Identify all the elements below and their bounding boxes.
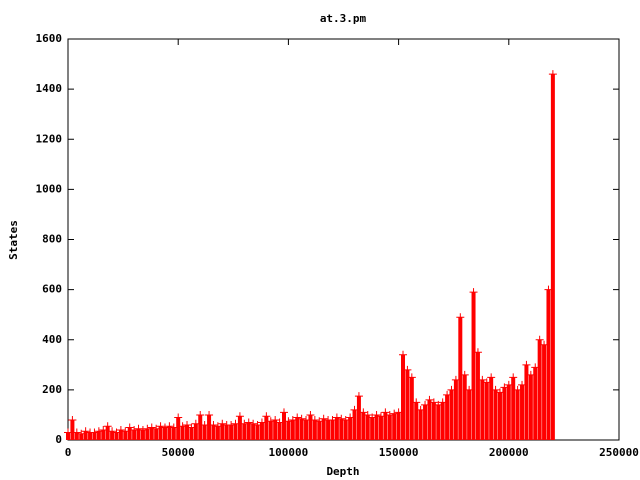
- point-marker: [165, 422, 174, 431]
- y-tick-label: 1000: [36, 182, 63, 195]
- point-marker: [429, 398, 438, 407]
- chart-title: at.3.pm: [320, 12, 367, 25]
- point-marker: [332, 413, 341, 422]
- point-marker: [372, 410, 381, 419]
- point-marker: [174, 413, 183, 422]
- y-tick-label: 0: [55, 433, 62, 446]
- point-marker: [487, 373, 496, 382]
- point-marker: [310, 415, 319, 424]
- point-marker: [359, 408, 368, 417]
- point-marker: [108, 427, 117, 436]
- point-marker: [381, 408, 390, 417]
- point-marker: [72, 428, 81, 437]
- point-marker: [244, 418, 253, 427]
- point-marker: [116, 425, 125, 434]
- point-marker: [183, 420, 192, 429]
- y-tick-label: 1600: [36, 32, 63, 45]
- point-marker: [218, 419, 227, 428]
- point-marker: [407, 373, 416, 382]
- point-marker: [196, 410, 205, 419]
- x-axis-label: Depth: [326, 465, 359, 478]
- point-marker: [125, 423, 134, 432]
- point-marker: [81, 427, 90, 436]
- point-marker: [279, 408, 288, 417]
- point-marker: [456, 313, 465, 322]
- point-marker: [548, 70, 557, 79]
- point-marker: [403, 365, 412, 374]
- x-tick-label: 100000: [269, 446, 309, 459]
- point-marker: [491, 385, 500, 394]
- x-tick-label: 0: [65, 446, 72, 459]
- point-marker: [156, 422, 165, 431]
- point-marker: [399, 350, 408, 359]
- y-tick-label: 800: [42, 233, 62, 246]
- x-tick-label: 150000: [379, 446, 419, 459]
- point-marker: [68, 415, 77, 424]
- point-marker: [103, 422, 112, 431]
- point-marker: [262, 412, 271, 421]
- point-marker: [354, 392, 363, 401]
- point-marker: [271, 415, 280, 424]
- point-marker: [337, 414, 346, 423]
- x-tick-label: 200000: [489, 446, 529, 459]
- y-tick-label: 400: [42, 333, 62, 346]
- point-marker: [293, 413, 302, 422]
- point-marker: [478, 375, 487, 384]
- point-marker: [319, 414, 328, 423]
- point-marker: [412, 398, 421, 407]
- point-marker: [460, 370, 469, 379]
- point-marker: [235, 412, 244, 421]
- point-marker: [425, 395, 434, 404]
- x-tick-label: 250000: [599, 446, 639, 459]
- point-marker: [306, 410, 315, 419]
- point-marker: [522, 360, 531, 369]
- point-marker: [535, 335, 544, 344]
- point-marker: [205, 410, 214, 419]
- point-marker: [297, 414, 306, 423]
- point-marker: [134, 424, 143, 433]
- point-marker: [509, 373, 518, 382]
- y-axis-label: States: [7, 220, 20, 260]
- point-marker: [249, 419, 258, 428]
- point-marker: [209, 420, 218, 429]
- point-marker: [469, 288, 478, 297]
- point-marker: [147, 423, 156, 432]
- y-tick-label: 1200: [36, 132, 63, 145]
- point-marker: [473, 348, 482, 357]
- y-tick-label: 1400: [36, 82, 63, 95]
- y-tick-label: 200: [42, 383, 62, 396]
- x-tick-label: 50000: [162, 446, 195, 459]
- y-tick-label: 600: [42, 283, 62, 296]
- point-marker: [363, 410, 372, 419]
